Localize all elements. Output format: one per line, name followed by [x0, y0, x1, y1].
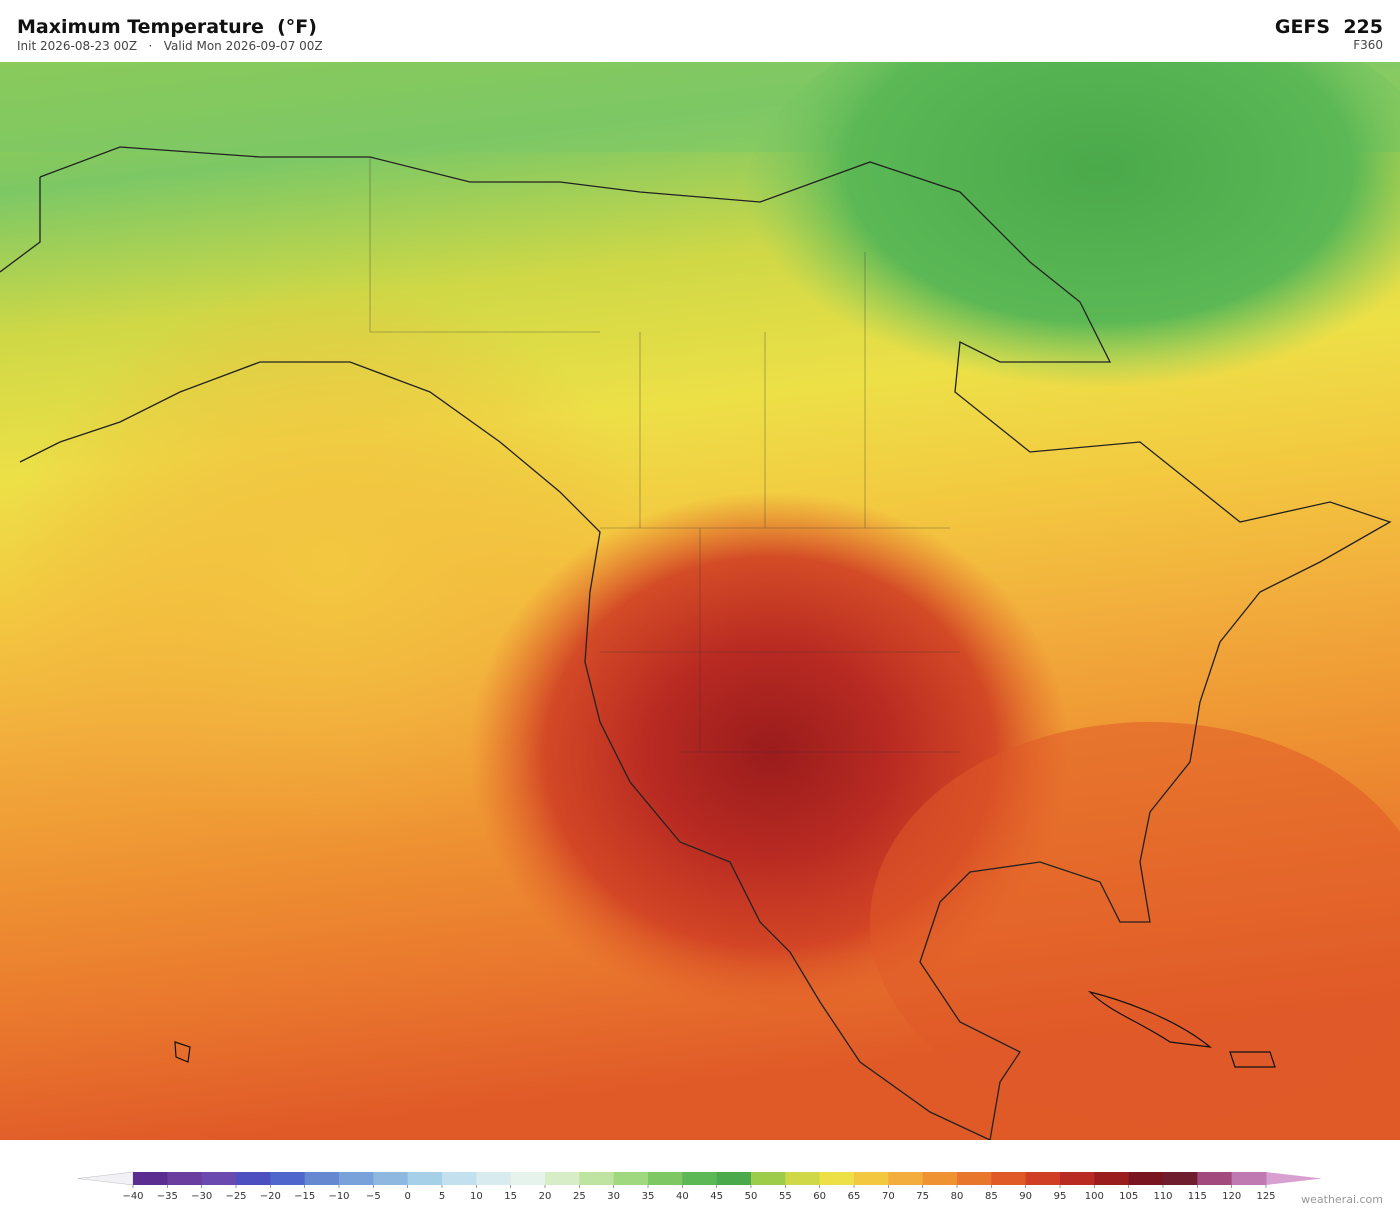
- colorbar-segment: [819, 1172, 855, 1185]
- colorbar-tick-label: 120: [1222, 1191, 1241, 1202]
- colorbar-tick-label: 55: [779, 1191, 792, 1202]
- coastline: [0, 146, 1392, 1140]
- colorbar-tick-label: 60: [813, 1191, 826, 1202]
- colorbar-segment: [304, 1172, 340, 1185]
- colorbar-segment: [1060, 1172, 1095, 1185]
- colorbar-segment: [1231, 1172, 1267, 1185]
- colorbar-tick-label: 100: [1085, 1191, 1104, 1202]
- colorbar-tick-label: 5: [439, 1191, 445, 1202]
- borders: [369, 157, 960, 753]
- colorbar-segment: [751, 1172, 786, 1185]
- colorbar-tick-label: 25: [573, 1191, 586, 1202]
- colorbar-segment: [785, 1172, 821, 1185]
- colorbar-tick-label: 50: [745, 1191, 758, 1202]
- colorbar-segment: [407, 1172, 443, 1185]
- colorbar-segment: [476, 1172, 512, 1185]
- colorbar-segment: [510, 1172, 546, 1185]
- colorbar-segment: [1163, 1172, 1198, 1185]
- colorbar-segment: [133, 1172, 168, 1185]
- islands: [174, 990, 1276, 1068]
- colorbar-segment: [716, 1172, 752, 1185]
- colorbar-segment: [373, 1172, 409, 1185]
- colorbar-tick-label: 30: [607, 1191, 620, 1202]
- subtitle: Init 2026-08-23 00Z · Valid Mon 2026-09-…: [17, 39, 323, 53]
- colorbar-tick-label: 95: [1054, 1191, 1067, 1202]
- colorbar-tick-label: −20: [260, 1191, 281, 1202]
- colorbar: −40 −35 −30 −25 −20 −15 −10 −5 0 5 10 15 20 25 30 35 40 4…: [77, 1171, 1322, 1202]
- colorbar-tick-label: −5: [366, 1191, 381, 1202]
- colorbar-tick-label: 0: [404, 1191, 410, 1202]
- colorbar-tick-label: 70: [882, 1191, 895, 1202]
- title: Maximum Temperature (°F): [17, 16, 317, 38]
- colorbar-segment: [613, 1172, 649, 1185]
- colorbar-tick-label: 105: [1119, 1191, 1138, 1202]
- colorbar-tick-label: 85: [985, 1191, 998, 1202]
- colorbar-tick-label: 125: [1256, 1191, 1275, 1202]
- colorbar-segment: [648, 1172, 683, 1185]
- colorbar-over: [1266, 1172, 1322, 1185]
- colorbar-segment: [957, 1172, 992, 1185]
- colorbar-segment: [991, 1172, 1027, 1185]
- colorbar-segment: [442, 1172, 477, 1185]
- model-label: GEFS 225: [1274, 16, 1383, 38]
- colorbar-tick-label: 65: [848, 1191, 861, 1202]
- cold-region: [740, 62, 1400, 432]
- colorbar-tick-label: 40: [676, 1191, 689, 1202]
- colorbar-tick-label: 35: [642, 1191, 655, 1202]
- colorbar-segment: [236, 1172, 271, 1185]
- colorbar-segment: [339, 1172, 374, 1185]
- colorbar-segment: [1197, 1172, 1233, 1185]
- colorbar-segment: [1025, 1172, 1061, 1185]
- colorbar-tick-label: −10: [328, 1191, 349, 1202]
- colorbar-under: [77, 1171, 134, 1186]
- colorbar-segment: [922, 1172, 958, 1185]
- colorbar-tick-label: −25: [225, 1191, 246, 1202]
- colorbar-tick-label: 80: [951, 1191, 964, 1202]
- colorbar-tick-label: −35: [157, 1191, 178, 1202]
- forecast-hour: F360: [1353, 38, 1383, 52]
- colorbar-tick-label: 20: [539, 1191, 552, 1202]
- colorbar-tick-label: 90: [1019, 1191, 1032, 1202]
- colorbar-segment: [579, 1172, 615, 1185]
- colorbar-segment: [1128, 1172, 1164, 1185]
- colorbar-segment: [270, 1172, 306, 1185]
- colorbar-tick-label: 75: [916, 1191, 929, 1202]
- colorbar-tick-label: −30: [191, 1191, 212, 1202]
- colorbar-tick-label: 115: [1188, 1191, 1207, 1202]
- map: [0, 62, 1400, 1140]
- colorbar-segment: [167, 1172, 203, 1185]
- colorbar-tick-label: 45: [710, 1191, 723, 1202]
- colorbar-segment: [854, 1172, 889, 1185]
- colorbar-tick-label: 110: [1153, 1191, 1172, 1202]
- colorbar-tick-label: −40: [122, 1191, 143, 1202]
- colorbar-segment: [1094, 1172, 1130, 1185]
- colorbar-segment: [545, 1172, 580, 1185]
- colorbar-tick-label: 10: [470, 1191, 483, 1202]
- colorbar-segment: [201, 1172, 237, 1185]
- watermark: weatherai.com: [1301, 1193, 1383, 1206]
- colorbar-tick-label: −15: [294, 1191, 315, 1202]
- colorbar-segment: [888, 1172, 924, 1185]
- colorbar-segment: [682, 1172, 718, 1185]
- colorbar-tick-label: 15: [504, 1191, 517, 1202]
